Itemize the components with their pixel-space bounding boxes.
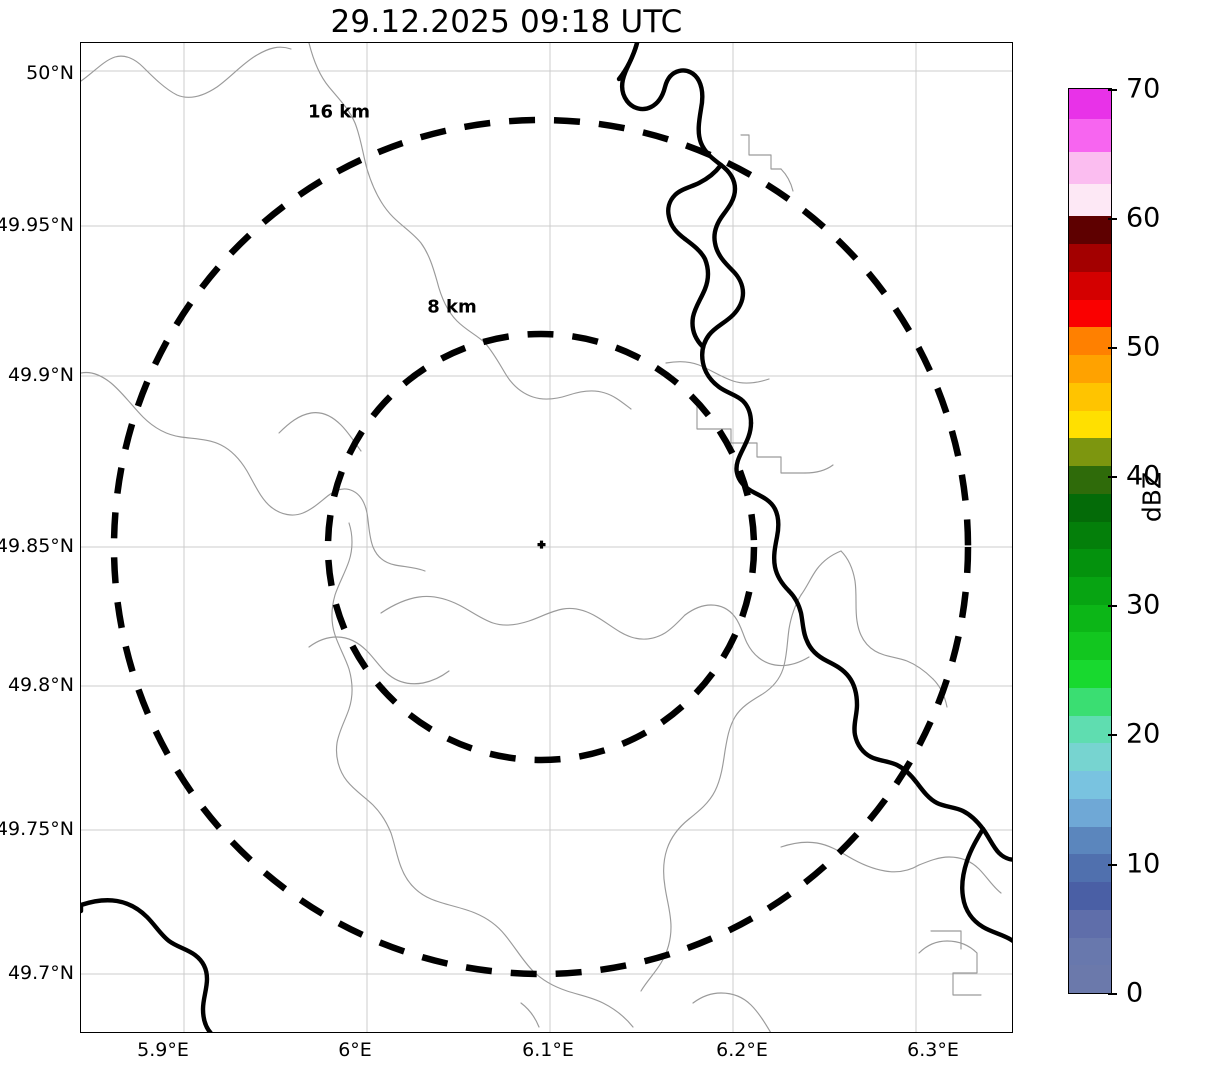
xtick-label-59: 5.9°E [137,1039,189,1061]
colorbar-band-15 [1069,549,1111,577]
colorbar-band-23 [1069,327,1111,356]
page-title: 29.12.2025 09:18 UTC [330,4,683,40]
ytick-label-4985: 49.85°N [0,535,74,557]
colorbar-gradient [1068,88,1112,994]
cbtick-label-30: 30 [1126,589,1161,621]
cbtick-label-0: 0 [1126,977,1144,1009]
colorbar-band-20 [1069,410,1111,439]
colorbar-band-18 [1069,466,1111,494]
range-ring-16km [110,116,972,978]
latitude-axis: 50°N 49.95°N 49.9°N 49.85°N 49.8°N 49.75… [0,0,74,1069]
ytick-label-498: 49.8°N [7,674,74,696]
cbtick-label-70: 70 [1126,73,1161,105]
grid-lines-latitude [81,70,1012,975]
colorbar-band-30 [1069,119,1111,152]
colorbar-band-4 [1069,854,1111,883]
range-ring-8km [324,330,758,764]
ytick-label-4975: 49.75°N [0,818,74,840]
colorbar-band-31 [1069,89,1111,120]
colorbar-band-16 [1069,521,1111,550]
colorbar-band-22 [1069,355,1111,383]
colorbar-band-27 [1069,216,1111,245]
xtick-label-61: 6.1°E [522,1039,574,1061]
colorbar-band-29 [1069,151,1111,185]
cbtickmark-40 [1108,476,1117,478]
cbtickmark-20 [1108,734,1117,736]
cbtickmark-70 [1108,89,1117,91]
colorbar-band-26 [1069,244,1111,272]
cbtick-label-40: 40 [1126,460,1161,492]
cbtick-label-60: 60 [1126,202,1161,234]
radar-center-marker [537,540,546,549]
ytick-label-4995: 49.95°N [0,214,74,236]
colorbar-band-13 [1069,604,1111,633]
colorbar-band-10 [1069,687,1111,716]
xtick-label-62: 6.2°E [716,1039,768,1061]
ytick-label-50: 50°N [26,62,74,84]
map-canvas [81,43,1012,1032]
ytick-label-497: 49.7°N [7,962,74,984]
colorbar-band-2 [1069,909,1111,938]
colorbar[interactable] [1068,88,1112,994]
grid-lines-longitude [183,43,917,1032]
colorbar-ticks: 0 10 20 30 40 50 60 70 [1112,0,1207,1069]
colorbar-band-25 [1069,271,1111,300]
colorbar-band-6 [1069,798,1111,827]
colorbar-band-5 [1069,826,1111,855]
range-ring-label-8km: 8 km [427,296,477,318]
xtick-label-6: 6°E [338,1039,372,1061]
cbtickmark-0 [1108,993,1117,995]
cbtickmark-30 [1108,605,1117,607]
colorbar-band-3 [1069,882,1111,910]
colorbar-band-24 [1069,299,1111,328]
colorbar-band-0 [1069,965,1111,993]
colorbar-band-8 [1069,743,1111,772]
colorbar-band-28 [1069,184,1111,217]
cbtick-label-50: 50 [1126,331,1161,363]
colorbar-axis-label: dBZ [1137,471,1167,523]
cbtick-label-20: 20 [1126,718,1161,750]
xtick-label-63: 6.3°E [907,1039,959,1061]
colorbar-band-1 [1069,937,1111,966]
cbtickmark-60 [1108,218,1117,220]
ytick-label-499: 49.9°N [7,364,74,386]
cbtick-label-10: 10 [1126,848,1161,880]
national-borders [81,43,1012,1032]
range-ring-label-16km: 16 km [307,101,371,123]
colorbar-band-12 [1069,632,1111,661]
colorbar-band-19 [1069,438,1111,467]
colorbar-band-17 [1069,493,1111,522]
colorbar-band-14 [1069,576,1111,605]
map-plot-area[interactable]: 16 km 8 km [80,42,1013,1033]
cbtickmark-10 [1108,864,1117,866]
colorbar-band-11 [1069,660,1111,688]
colorbar-band-9 [1069,715,1111,744]
cbtickmark-50 [1108,347,1117,349]
colorbar-band-7 [1069,771,1111,799]
colorbar-band-21 [1069,382,1111,411]
